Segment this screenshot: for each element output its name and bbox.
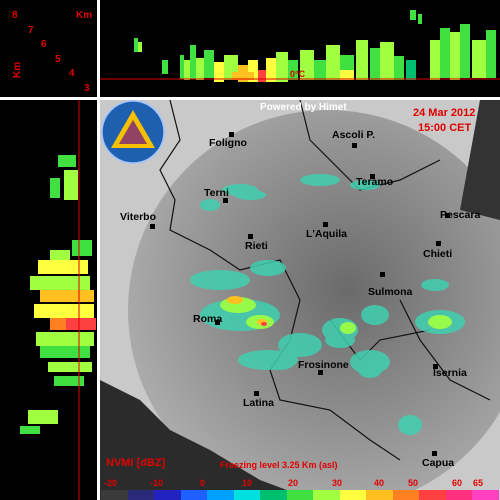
panel-separator-vertical <box>97 0 100 500</box>
city-terni: Terni <box>204 187 229 199</box>
radar-map: Foligno Ascoli P. Teramo Terni Viterbo P… <box>100 100 500 500</box>
legend-swatch <box>392 490 420 500</box>
legend-tick: -10 <box>150 478 163 488</box>
city-latina: Latina <box>243 397 274 409</box>
height-level-3: 3 <box>84 83 90 94</box>
legend-swatch <box>233 490 261 500</box>
height-unit-top: Km <box>76 10 93 21</box>
city-isernia: Isernia <box>433 367 467 379</box>
legend-swatch <box>260 490 287 500</box>
legend-tick: -20 <box>104 478 117 488</box>
top-reflectivity-profile: 0°C <box>100 0 500 97</box>
city-viterbo: Viterbo <box>120 211 156 223</box>
city-pescara: Pescara <box>440 209 480 221</box>
legend-swatch <box>101 490 128 500</box>
legend-tick: 50 <box>408 478 418 488</box>
city-frosinone: Frosinone <box>298 359 349 371</box>
height-unit-side: Km <box>12 61 23 78</box>
panel-separator-horizontal <box>0 97 500 100</box>
city-capua: Capua <box>422 457 454 469</box>
left-reflectivity-profile <box>0 100 97 500</box>
radar-date: 24 Mar 2012 <box>413 107 475 119</box>
tyrrhenian-sea <box>100 380 360 500</box>
city-foligno: Foligno <box>209 137 247 149</box>
freezing-level-text: Freezing level 3.25 Km (asl) <box>220 460 338 470</box>
legend-swatch <box>445 490 473 500</box>
freezing-level-marker: 0°C <box>290 69 306 79</box>
city-sulmona: Sulmona <box>368 286 412 298</box>
legend-tick: 20 <box>288 478 298 488</box>
legend-swatch <box>286 490 314 500</box>
legend-tick: 10 <box>242 478 252 488</box>
radar-coverage-circle <box>128 110 500 500</box>
city-ascoli: Ascoli P. <box>332 129 375 141</box>
dbz-color-legend <box>101 490 499 500</box>
legend-swatch <box>154 490 181 500</box>
radar-echoes-intense <box>261 322 267 326</box>
city-teramo: Teramo <box>356 176 393 188</box>
left-profile-echoes <box>20 155 96 434</box>
height-level-5: 5 <box>55 54 61 65</box>
height-level-6: 6 <box>41 39 47 50</box>
city-markers <box>150 132 450 456</box>
legend-swatch <box>313 490 340 500</box>
height-level-7: 7 <box>28 25 34 36</box>
product-name: NVMI [dBZ] <box>106 457 166 469</box>
height-level-4: 4 <box>69 68 75 79</box>
legend-tick: 65 <box>473 478 483 488</box>
city-rieti: Rieti <box>245 240 268 252</box>
legend-tick: 0 <box>200 478 205 488</box>
city-chieti: Chieti <box>423 248 452 260</box>
legend-swatch <box>127 490 155 500</box>
legend-ticks: -20 -10 0 10 20 30 40 50 60 65 <box>104 478 483 488</box>
legend-swatch <box>419 490 446 500</box>
powered-by: Powered by Himet <box>260 102 347 113</box>
legend-tick: 60 <box>452 478 462 488</box>
city-laquila: L'Aquila <box>306 228 347 240</box>
radar-echoes-moderate <box>220 297 452 334</box>
protezione-civile-logo <box>101 100 165 164</box>
legend-swatch <box>366 490 393 500</box>
city-roma: Roma <box>193 313 222 325</box>
legend-swatch <box>472 490 499 500</box>
legend-swatch <box>180 490 208 500</box>
top-profile-echoes <box>134 10 496 82</box>
city-labels: Foligno Ascoli P. Teramo Terni Viterbo P… <box>120 129 480 469</box>
radar-time: 15:00 CET <box>418 122 471 134</box>
height-axis-corner: 8 Km 7 6 5 4 3 Km <box>0 0 97 97</box>
legend-swatch <box>207 490 234 500</box>
legend-swatch <box>339 490 367 500</box>
adriatic-sea <box>460 100 500 220</box>
legend-tick: 40 <box>374 478 384 488</box>
legend-tick: 30 <box>332 478 342 488</box>
height-level-8: 8 <box>12 10 18 21</box>
